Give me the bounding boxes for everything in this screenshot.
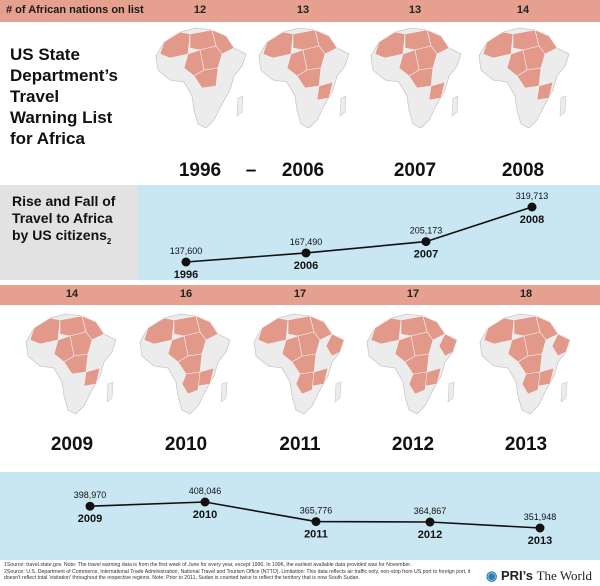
africa-map-2011 (253, 313, 345, 415)
map-year-2008: 2008 (501, 160, 545, 181)
year-label-2009: 2009 (78, 513, 102, 525)
nation-count-2011: 17 (293, 288, 307, 300)
travel-line (185, 206, 533, 263)
map-year-2010: 2010 (164, 434, 208, 455)
nation-count-2008: 14 (516, 4, 530, 16)
page-title: US State Department’s Travel Warning Lis… (10, 45, 119, 148)
map-year-2013: 2013 (504, 434, 548, 455)
nation-count-2013: 18 (519, 288, 533, 300)
map-container-1996 (150, 24, 250, 137)
nation-count-2012: 17 (406, 288, 420, 300)
subtitle-panel (0, 185, 138, 280)
data-point-2009 (85, 501, 95, 511)
data-point-2012 (425, 517, 435, 527)
nation-count-2006: 13 (296, 4, 310, 16)
africa-map-2008 (478, 27, 570, 129)
year-label-1996: 1996 (174, 269, 198, 280)
chart-subtitle-text: Rise and Fall of Travel to Africa by US … (12, 193, 116, 243)
year-label-2013: 2013 (528, 535, 552, 547)
brand-icon: ◉ (485, 568, 498, 583)
year-label-2006: 2006 (294, 260, 318, 272)
data-point-2006 (301, 248, 311, 258)
travel-chart-2009-2013: 398,970 2009 408,046 2010 365,776 2011 364,867… (74, 486, 557, 547)
africa-map-2012 (366, 313, 458, 415)
year-dash: – (245, 160, 257, 181)
map-container-2008 (473, 24, 573, 137)
footnote-2: 2Source: U.S. Department of Commerce, In… (4, 569, 471, 581)
map-container-2011 (248, 310, 348, 423)
year-label-2007: 2007 (414, 249, 438, 261)
brand-name: The World (536, 568, 592, 583)
nation-count-2007: 13 (408, 4, 422, 16)
map-year-2006: 2006 (281, 160, 325, 181)
brand-logo: ◉ PRI’s The World (486, 568, 592, 584)
year-label-2008: 2008 (520, 214, 544, 226)
data-point-2013 (535, 523, 545, 533)
brand-prefix: PRI’s (500, 568, 533, 583)
map-year-2011: 2011 (279, 434, 321, 455)
value-label-2007: 205,173 (410, 226, 443, 236)
travel-chart-1996-2008: 137,600 1996 167,490 2006 205,173 2007 319,713… (170, 191, 549, 280)
africa-map-1996 (155, 27, 247, 129)
value-label-2010: 408,046 (189, 486, 222, 496)
data-point-2007 (421, 237, 431, 247)
nation-count-1996: 12 (193, 4, 207, 16)
data-point-2008 (527, 202, 537, 212)
map-container-2009 (20, 310, 120, 423)
africa-map-2010 (139, 313, 231, 415)
chart-subtitle: Rise and Fall of Travel to Africa by US … (12, 193, 132, 250)
map-year-2007: 2007 (393, 160, 437, 181)
data-point-1996 (181, 257, 191, 267)
year-label-2012: 2012 (418, 529, 442, 541)
count-header-label: # of African nations on list (6, 4, 144, 16)
africa-map-2013 (479, 313, 571, 415)
data-point-2011 (311, 517, 321, 527)
map-year-2012: 2012 (391, 434, 435, 455)
africa-map-2007 (370, 27, 462, 129)
nation-count-2010: 16 (179, 288, 193, 300)
map-container-2006 (253, 24, 353, 137)
year-label-2011: 2011 (304, 529, 328, 541)
bottom-chart-band (0, 472, 600, 560)
chart-subtitle-note: 2 (106, 236, 112, 246)
map-container-2012 (361, 310, 461, 423)
value-label-1996: 137,600 (170, 246, 203, 256)
data-point-2010 (200, 497, 210, 507)
value-label-2013: 351,948 (524, 512, 557, 522)
map-container-2013 (474, 310, 574, 423)
value-label-2008: 319,713 (516, 191, 549, 201)
top-chart-band (138, 185, 600, 280)
africa-map-2009 (25, 313, 117, 415)
nation-count-2009: 14 (65, 288, 79, 300)
value-label-2006: 167,490 (290, 237, 323, 247)
africa-map-2006 (258, 27, 350, 129)
value-label-2011: 365,776 (300, 506, 333, 516)
value-label-2012: 364,867 (414, 506, 447, 516)
map-year-2009: 2009 (50, 434, 94, 455)
value-label-2009: 398,970 (74, 490, 107, 500)
top-count-band (0, 0, 600, 22)
map-container-2007 (365, 24, 465, 137)
year-label-2010: 2010 (193, 509, 217, 521)
map-year-1996: 1996 (178, 160, 222, 181)
map-container-2010 (134, 310, 234, 423)
bottom-count-band (0, 285, 600, 305)
footnote-1: 1Source: travel.state.gov. Note: The tra… (4, 562, 412, 568)
